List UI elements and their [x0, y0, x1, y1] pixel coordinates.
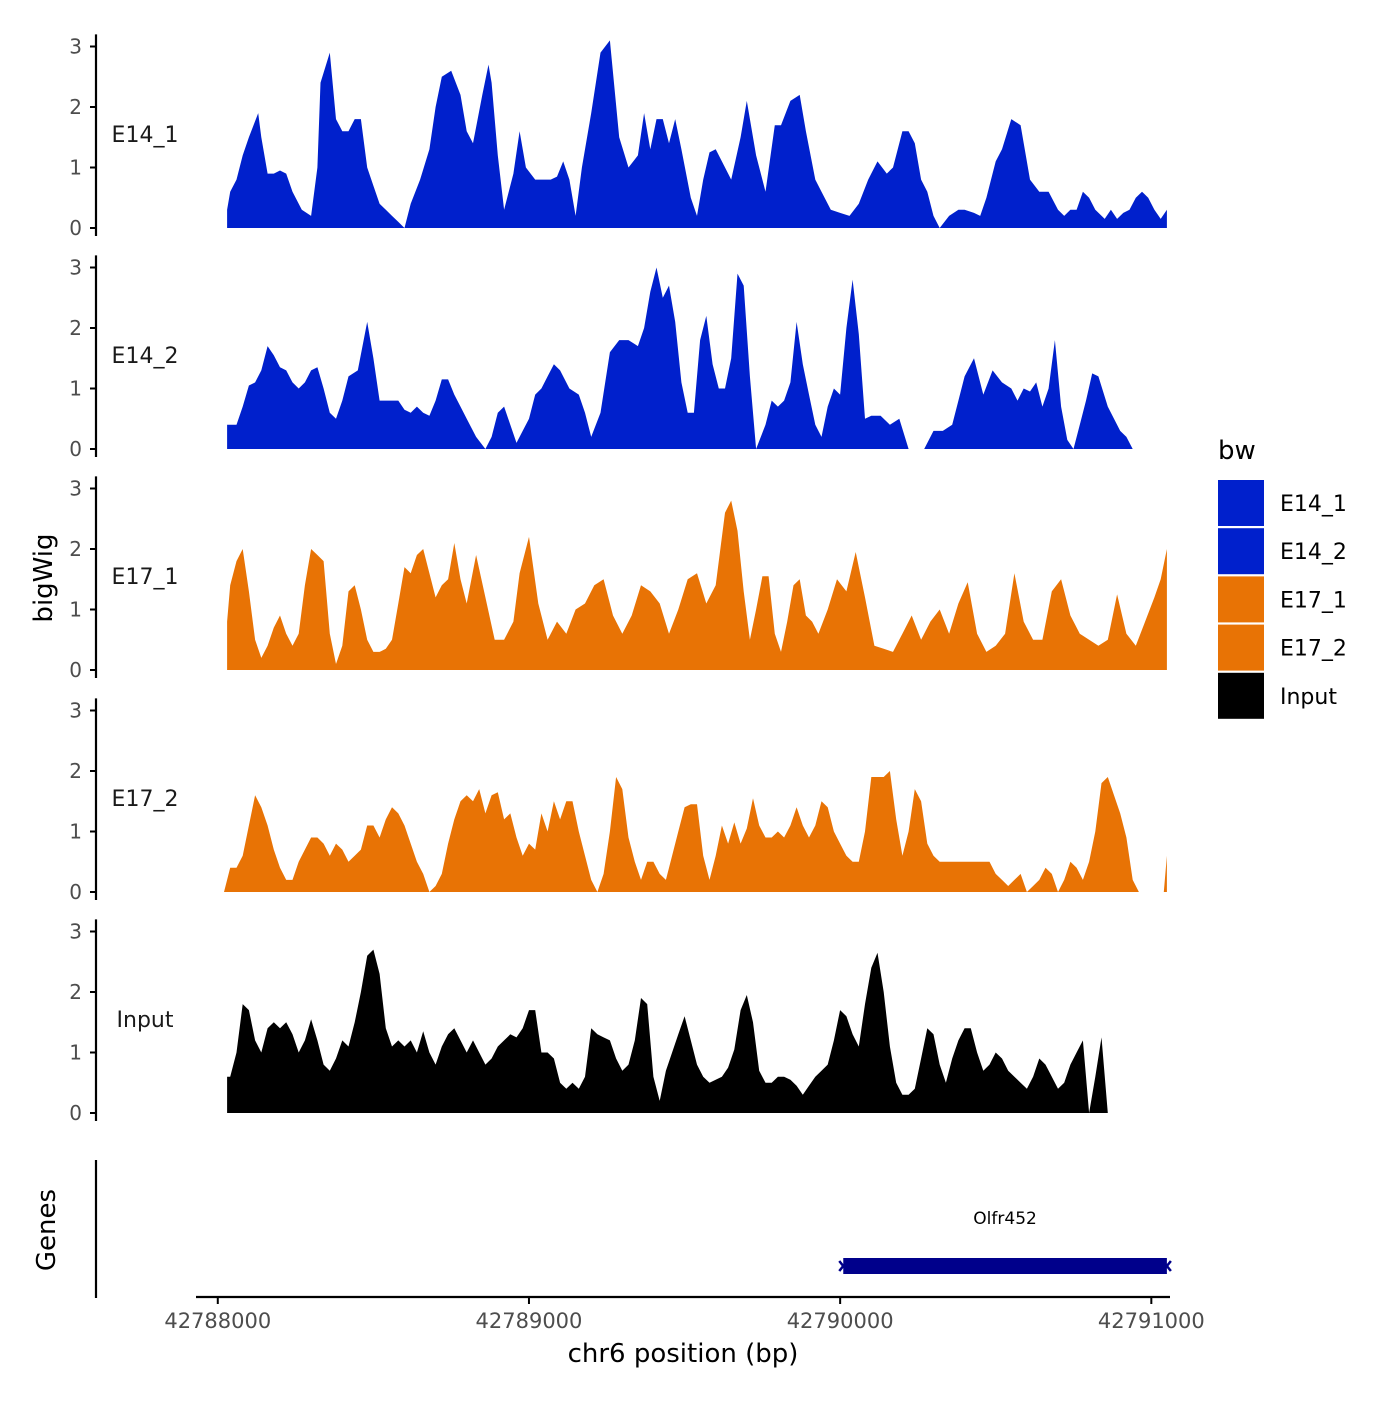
track-label: E17_2 [112, 787, 179, 812]
y-tick-label: 2 [69, 95, 82, 119]
genes-panel: Genes Olfr452 [32, 1160, 1172, 1298]
track-E14_1: 0 1 2 3 E14_1 [69, 34, 1167, 240]
area-E14_1 [227, 40, 1167, 229]
legend-label-E14_1: E14_1 [1280, 492, 1347, 517]
legend-label-E17_2: E17_2 [1280, 637, 1347, 662]
x-axis: chr6 position (bp) 42788000 42789000 42790… [164, 1295, 1205, 1369]
track-E14_2: 0 1 2 3 E14_2 [69, 255, 1167, 461]
y-tick-label: 1 [69, 1041, 82, 1065]
y-tick-label: 2 [69, 980, 82, 1004]
area-E14_2 [227, 267, 1167, 449]
gene-label: Olfr452 [973, 1209, 1037, 1229]
legend-label-E14_2: E14_2 [1280, 540, 1347, 565]
x-tick-label: 42791000 [1098, 1309, 1205, 1333]
area-E17_1 [227, 500, 1167, 670]
legend-label-Input: Input [1280, 685, 1337, 710]
y-tick-label: 3 [69, 477, 82, 501]
area-Input [227, 949, 1167, 1113]
y-tick-label: 2 [69, 759, 82, 783]
track-E17_1: 0 1 2 3 E17_1 [69, 476, 1167, 682]
track-label: E14_2 [112, 344, 179, 369]
gene-body [843, 1258, 1167, 1274]
genes-panel-label: Genes [32, 1189, 62, 1271]
y-tick-label: 0 [69, 437, 82, 461]
x-tick-label: 42790000 [787, 1309, 894, 1333]
legend-swatch-Input [1218, 672, 1264, 719]
legend-swatch-E17_2 [1218, 624, 1264, 671]
y-tick-label: 0 [69, 216, 82, 240]
tracks-layer: 0 1 2 3 E14_1 0 1 2 3 E14_2 0 1 2 3 E17_1 0 1 2 3 E17_2 0 1 2 3… [69, 34, 1167, 1125]
y-tick-label: 2 [69, 537, 82, 561]
y-tick-label: 2 [69, 316, 82, 340]
track-label: E17_1 [112, 565, 179, 590]
gene-start-marker [838, 1260, 849, 1272]
legend-swatch-E14_2 [1218, 528, 1264, 575]
y-tick-label: 3 [69, 35, 82, 59]
x-tick-label: 42789000 [476, 1309, 583, 1333]
y-tick-label: 3 [69, 256, 82, 280]
area-E17_2 [224, 771, 1167, 892]
track-label: Input [117, 1008, 174, 1033]
legend-title: bw [1218, 436, 1256, 466]
legend: bw E14_1 E14_2 E17_1 E17_2 Input [1218, 436, 1347, 719]
y-tick-label: 3 [69, 920, 82, 944]
y-tick-label: 1 [69, 377, 82, 401]
gene-end-marker [1161, 1260, 1172, 1272]
x-axis-title: chr6 position (bp) [568, 1339, 799, 1369]
y-tick-label: 1 [69, 598, 82, 622]
y-tick-label: 3 [69, 699, 82, 723]
y-tick-label: 1 [69, 156, 82, 180]
y-axis-title: bigWig [29, 533, 59, 622]
gene-Olfr452: Olfr452 [838, 1209, 1172, 1274]
track-label: E14_1 [112, 123, 179, 148]
y-tick-label: 0 [69, 1101, 82, 1125]
x-tick-label: 42788000 [164, 1309, 271, 1333]
legend-swatch-E17_1 [1218, 576, 1264, 623]
track-Input: 0 1 2 3 Input [69, 919, 1167, 1125]
track-E17_2: 0 1 2 3 E17_2 [69, 698, 1167, 904]
y-tick-label: 0 [69, 658, 82, 682]
y-tick-label: 1 [69, 820, 82, 844]
legend-swatch-E14_1 [1218, 480, 1264, 526]
legend-label-E17_1: E17_1 [1280, 588, 1347, 613]
y-tick-label: 0 [69, 880, 82, 904]
